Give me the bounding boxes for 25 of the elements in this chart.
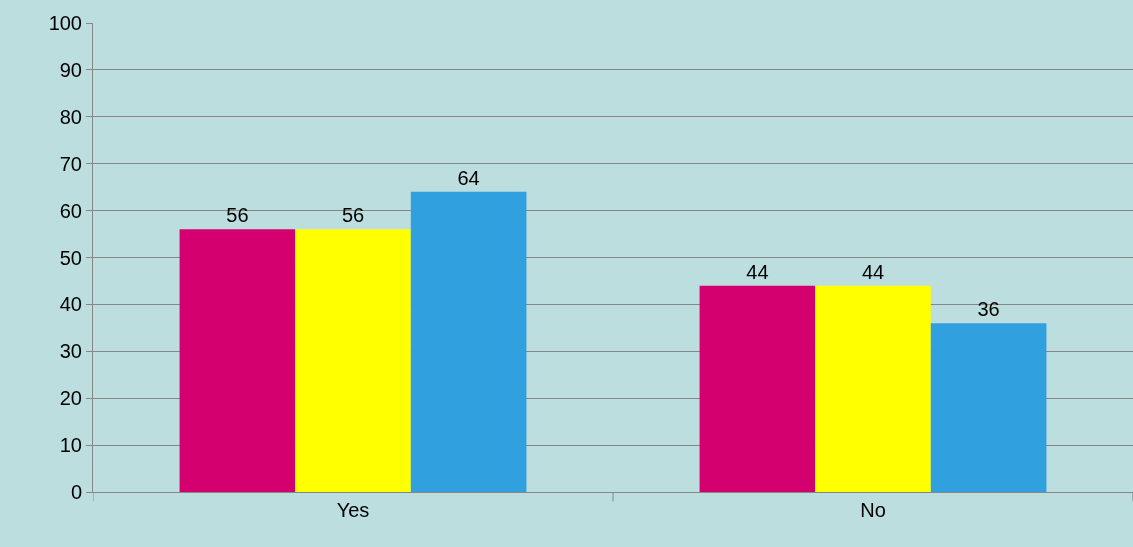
y-tick-label: 70 xyxy=(59,152,82,175)
data-label: 36 xyxy=(977,298,1000,321)
data-label: 56 xyxy=(226,204,249,227)
data-label: 44 xyxy=(746,260,769,283)
data-label: 56 xyxy=(341,204,365,227)
y-tick-label: 60 xyxy=(59,199,82,222)
y-tick-label: 90 xyxy=(59,58,82,81)
y-tick-label: 20 xyxy=(59,387,82,410)
bar xyxy=(930,323,1047,492)
data-label: 64 xyxy=(457,166,480,189)
y-tick-label: 80 xyxy=(59,105,82,128)
bar xyxy=(410,191,527,492)
y-tick-label: 50 xyxy=(59,246,82,269)
data-label: 44 xyxy=(861,260,885,283)
bar xyxy=(699,285,816,492)
bar xyxy=(179,229,296,492)
y-tick-label: 10 xyxy=(59,434,82,457)
y-tick-label: 0 xyxy=(70,481,82,503)
x-tick-label: No xyxy=(860,499,886,521)
x-tick-label: Yes xyxy=(336,499,370,521)
y-tick-label: 100 xyxy=(48,12,82,34)
bar xyxy=(815,285,931,492)
y-tick-label: 30 xyxy=(59,340,82,363)
y-tick-label: 40 xyxy=(59,293,82,316)
bar xyxy=(295,229,411,492)
